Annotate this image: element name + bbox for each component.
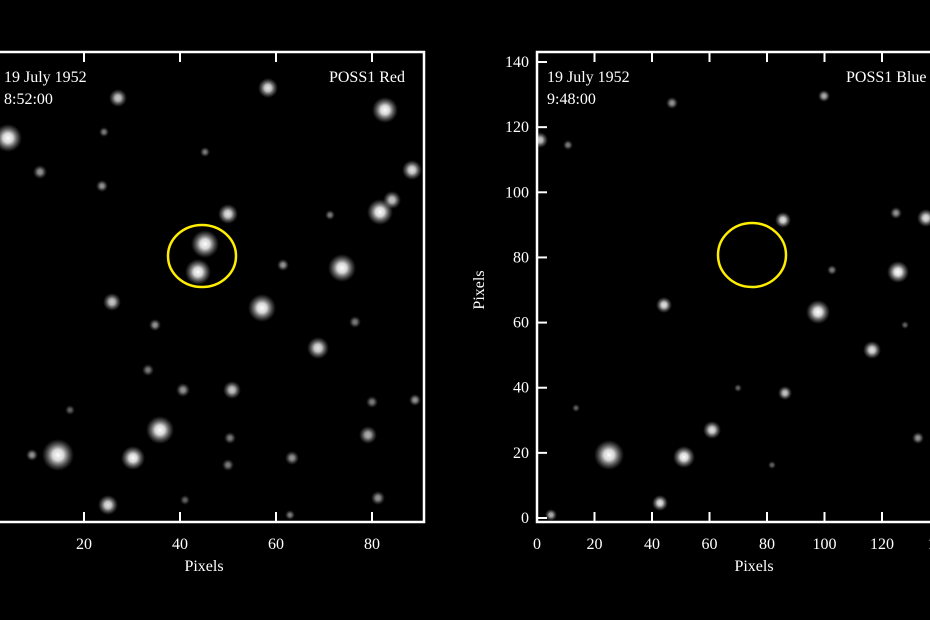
- star: [372, 97, 398, 123]
- star: [409, 394, 421, 406]
- star-field: [0, 78, 422, 520]
- star: [65, 405, 75, 415]
- star: [863, 341, 881, 359]
- date-label: 19 July 1952: [4, 69, 87, 86]
- star: [191, 230, 219, 258]
- y-tick-label: 100: [505, 184, 529, 201]
- star: [778, 386, 792, 400]
- star: [121, 446, 145, 470]
- x-tick-label: 20: [587, 536, 603, 553]
- x-tick-label: 40: [644, 536, 660, 553]
- x-tick-label: 120: [870, 536, 894, 553]
- star: [768, 461, 776, 469]
- star: [146, 416, 174, 444]
- star-field: [537, 90, 930, 521]
- x-tick-label: 60: [268, 536, 284, 553]
- star: [917, 209, 930, 227]
- star: [149, 319, 161, 331]
- star: [537, 132, 548, 148]
- y-tick-label: 120: [505, 119, 529, 136]
- plate-label: POSS1 Red: [329, 69, 405, 86]
- star: [222, 459, 234, 471]
- star: [285, 510, 295, 520]
- star: [142, 364, 154, 376]
- star: [176, 383, 190, 397]
- star: [185, 259, 211, 285]
- star: [307, 337, 329, 359]
- star: [42, 439, 74, 471]
- star: [563, 140, 573, 150]
- highlight-circle: [716, 221, 788, 289]
- y-axis-label: Pixels: [471, 270, 488, 309]
- x-tick-label: 40: [172, 536, 188, 553]
- star: [33, 165, 47, 179]
- star: [285, 451, 299, 465]
- y-tick-label: 20: [513, 445, 529, 462]
- star: [371, 491, 385, 505]
- star: [98, 495, 118, 515]
- star: [912, 432, 924, 444]
- star: [325, 210, 335, 220]
- star: [218, 204, 238, 224]
- y-tick-label: 60: [513, 315, 529, 332]
- star: [572, 404, 580, 412]
- y-tick-label: 140: [505, 54, 529, 71]
- time-label: 9:48:00: [547, 91, 596, 108]
- star: [734, 384, 742, 392]
- y-tick-label: 80: [513, 249, 529, 266]
- star: [328, 254, 356, 282]
- x-tick-label: 140: [928, 536, 930, 553]
- star: [277, 259, 289, 271]
- plate-label: POSS1 Blue: [846, 69, 926, 86]
- star: [99, 127, 109, 137]
- star: [109, 89, 127, 107]
- x-tick-label: 80: [759, 536, 775, 553]
- star: [775, 212, 791, 228]
- star: [223, 381, 241, 399]
- x-axis-label: Pixels: [184, 558, 223, 575]
- star: [180, 495, 190, 505]
- star: [818, 90, 830, 102]
- x-tick-label: 100: [813, 536, 837, 553]
- star: [200, 147, 210, 157]
- date-label: 19 July 1952: [547, 69, 630, 86]
- star: [402, 160, 422, 180]
- highlight-circle: [166, 223, 238, 289]
- panel-frame: [0, 50, 426, 524]
- x-tick-label: 80: [364, 536, 380, 553]
- star: [703, 421, 721, 439]
- star: [545, 509, 557, 521]
- star: [349, 316, 361, 328]
- star: [359, 426, 377, 444]
- star: [806, 300, 830, 324]
- star: [96, 180, 108, 192]
- star: [673, 446, 695, 468]
- star: [594, 440, 624, 470]
- star: [656, 297, 672, 313]
- x-axis-label: Pixels: [734, 558, 773, 575]
- x-tick-label: 0: [533, 536, 541, 553]
- star: [26, 449, 38, 461]
- x-tick-label: 60: [702, 536, 718, 553]
- star: [248, 294, 276, 322]
- star: [258, 78, 278, 98]
- star: [366, 396, 378, 408]
- star: [827, 265, 837, 275]
- y-tick-label: 40: [513, 380, 529, 397]
- time-label: 8:52:00: [4, 91, 53, 108]
- star: [887, 261, 909, 283]
- star: [0, 124, 22, 152]
- star: [666, 97, 678, 109]
- star: [103, 293, 121, 311]
- star: [890, 207, 902, 219]
- y-tick-label: 0: [521, 510, 529, 527]
- star: [901, 321, 909, 329]
- x-tick-label: 20: [76, 536, 92, 553]
- star: [224, 432, 236, 444]
- star: [383, 191, 401, 209]
- star: [652, 495, 668, 511]
- panel-frame: [535, 50, 930, 524]
